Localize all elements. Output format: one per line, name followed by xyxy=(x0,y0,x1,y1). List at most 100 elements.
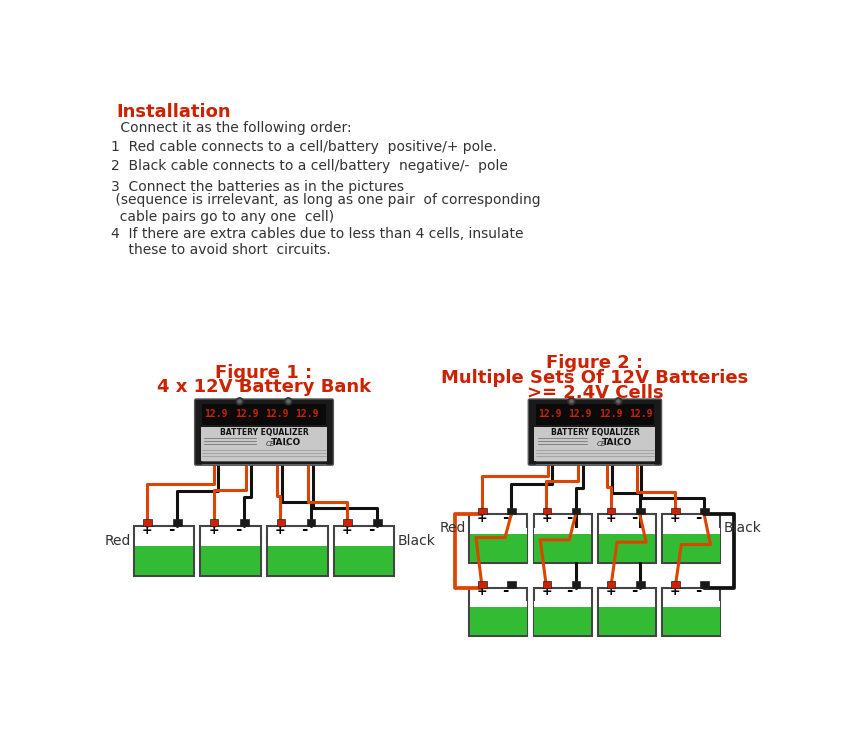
Bar xyxy=(572,581,580,588)
Text: +: + xyxy=(477,512,488,525)
Text: 2  Black cable connects to a cell/battery  negative/-  pole: 2 Black cable connects to a cell/battery… xyxy=(111,159,508,173)
Bar xyxy=(470,607,526,636)
Bar xyxy=(307,519,315,526)
Text: 3  Connect the batteries as in the pictures: 3 Connect the batteries as in the pictur… xyxy=(111,180,405,194)
Bar xyxy=(135,546,193,576)
Bar xyxy=(599,528,655,534)
Text: +: + xyxy=(341,524,352,537)
Bar xyxy=(143,519,151,526)
Text: +: + xyxy=(209,524,219,537)
Bar xyxy=(335,546,394,576)
Text: 12.9: 12.9 xyxy=(265,409,288,420)
Bar xyxy=(373,519,382,526)
Text: +: + xyxy=(477,585,488,598)
Bar xyxy=(268,540,327,546)
Text: -: - xyxy=(502,583,509,598)
Circle shape xyxy=(287,400,290,403)
Bar xyxy=(542,581,551,588)
Bar xyxy=(636,581,644,588)
Bar xyxy=(701,508,709,514)
Bar xyxy=(479,581,487,588)
Circle shape xyxy=(568,398,575,405)
Bar xyxy=(469,588,527,636)
Circle shape xyxy=(285,398,292,405)
Text: -: - xyxy=(502,510,509,525)
Text: +: + xyxy=(142,524,152,537)
Bar xyxy=(277,519,285,526)
Bar xyxy=(534,588,592,636)
Text: -: - xyxy=(368,522,374,537)
Text: 1  Red cable connects to a cell/battery  positive/+ pole.: 1 Red cable connects to a cell/battery p… xyxy=(111,140,497,154)
Text: BATTERY EQUALIZER: BATTERY EQUALIZER xyxy=(551,429,639,437)
Text: -: - xyxy=(696,583,701,598)
Text: 12.9: 12.9 xyxy=(235,409,258,420)
Bar xyxy=(479,508,487,514)
Bar xyxy=(599,534,655,562)
Bar xyxy=(201,426,327,460)
Bar xyxy=(535,602,591,607)
Bar xyxy=(173,519,182,526)
Text: -: - xyxy=(631,510,637,525)
Bar xyxy=(201,546,260,576)
Text: Multiple Sets Of 12V Batteries: Multiple Sets Of 12V Batteries xyxy=(442,369,748,387)
Bar xyxy=(701,581,709,588)
Bar xyxy=(535,607,591,636)
Text: 12.9: 12.9 xyxy=(295,409,319,420)
Text: 12.9: 12.9 xyxy=(569,409,592,420)
Bar xyxy=(599,607,655,636)
Bar xyxy=(334,526,394,576)
Bar xyxy=(135,540,193,546)
Bar xyxy=(663,514,721,563)
Bar xyxy=(663,588,721,636)
Bar xyxy=(663,602,720,607)
Circle shape xyxy=(615,398,621,405)
Bar xyxy=(599,602,655,607)
Bar xyxy=(663,607,720,636)
Bar xyxy=(203,403,325,425)
Bar xyxy=(607,508,616,514)
Text: Black: Black xyxy=(723,521,761,534)
Text: -: - xyxy=(301,522,308,537)
Text: +: + xyxy=(275,524,286,537)
FancyBboxPatch shape xyxy=(528,399,662,466)
Bar xyxy=(535,534,591,562)
Text: Connect it as the following order:: Connect it as the following order: xyxy=(116,121,352,135)
Text: Figure 2 :: Figure 2 : xyxy=(547,354,643,372)
Text: TAICO: TAICO xyxy=(601,438,632,447)
Bar xyxy=(240,519,249,526)
Text: -: - xyxy=(235,522,241,537)
Text: Black: Black xyxy=(397,534,435,548)
Text: -: - xyxy=(567,583,573,598)
Bar xyxy=(535,426,655,460)
Text: TAICO: TAICO xyxy=(271,438,301,447)
Text: >= 2.4V Cells: >= 2.4V Cells xyxy=(526,384,664,401)
Text: 4  If there are extra cables due to less than 4 cells, insulate
    these to avo: 4 If there are extra cables due to less … xyxy=(111,228,524,257)
Text: 12.9: 12.9 xyxy=(538,409,562,420)
Bar xyxy=(607,581,616,588)
Text: 4 x 12V Battery Bank: 4 x 12V Battery Bank xyxy=(157,378,371,396)
Bar xyxy=(267,526,327,576)
Text: 12.9: 12.9 xyxy=(629,409,653,420)
Bar xyxy=(663,534,720,562)
Bar xyxy=(201,540,260,546)
Circle shape xyxy=(616,400,620,403)
Text: +: + xyxy=(541,512,552,525)
Bar xyxy=(470,528,526,534)
Text: -: - xyxy=(696,510,701,525)
Circle shape xyxy=(570,400,573,403)
Bar xyxy=(507,508,516,514)
Text: Red: Red xyxy=(104,534,130,548)
Bar xyxy=(469,514,527,563)
Bar xyxy=(671,581,680,588)
Text: +: + xyxy=(606,512,616,525)
Circle shape xyxy=(238,400,241,403)
Text: Figure 1 :: Figure 1 : xyxy=(215,364,313,381)
Bar xyxy=(134,526,194,576)
Text: 12.9: 12.9 xyxy=(599,409,622,420)
Bar xyxy=(210,519,219,526)
Text: CE: CE xyxy=(266,440,275,446)
Text: 12.9: 12.9 xyxy=(204,409,228,420)
Bar xyxy=(343,519,352,526)
Bar xyxy=(335,540,394,546)
Bar xyxy=(200,526,261,576)
